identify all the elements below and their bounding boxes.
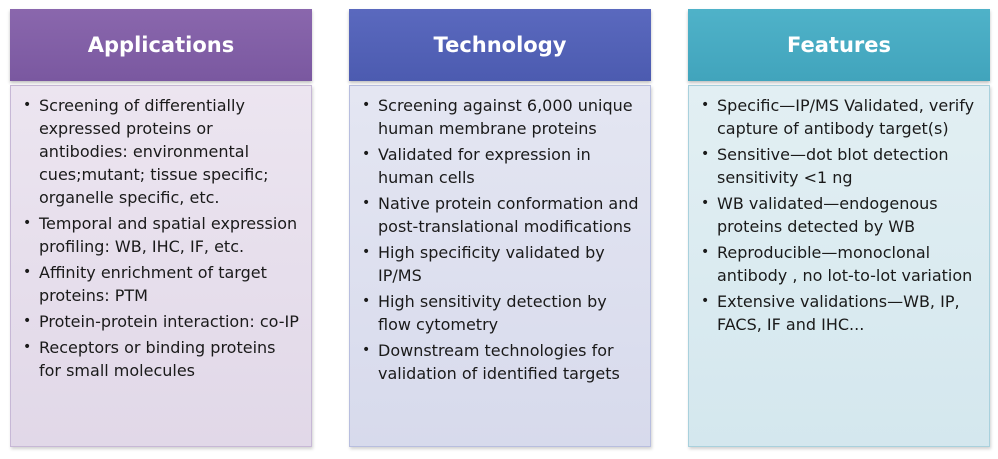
bullet-icon: • <box>362 97 371 113</box>
features-column: Features • Specific—IP/MS Validated, veri… <box>688 9 990 447</box>
bullet-icon: • <box>23 339 32 355</box>
list-item: • Extensive validations—WB, IP, FACS, IF … <box>701 292 960 334</box>
bullet-icon: • <box>701 146 710 162</box>
list-item: • Downstream technologies for validation … <box>362 341 620 383</box>
bullet-icon: • <box>701 293 710 309</box>
list-item: • Native protein conformation and post-tr… <box>362 194 639 236</box>
bullet-icon: • <box>362 293 371 309</box>
list-item: • Validated for expression in human cells <box>362 145 591 187</box>
bullet-icon: • <box>701 97 710 113</box>
bullet-icon: • <box>23 97 32 113</box>
features-title: Features <box>787 33 891 57</box>
bullet-icon: • <box>362 244 371 260</box>
list-item: • Sensitive—dot blot detection sensitivit… <box>701 145 949 187</box>
bullet-icon: • <box>23 313 32 329</box>
bullet-icon: • <box>362 146 371 162</box>
features-list-panel: • Specific—IP/MS Validated, verify captur… <box>688 85 990 447</box>
list-item: • Screening against 6,000 unique human me… <box>362 96 633 138</box>
technology-header: Technology <box>349 9 651 81</box>
bullet-icon: • <box>362 195 371 211</box>
applications-title: Applications <box>87 33 235 57</box>
list-item: • Specific—IP/MS Validated, verify captur… <box>701 96 975 138</box>
list-item: • Screening of differentially expressed p… <box>23 96 269 207</box>
features-header: Features <box>688 9 990 81</box>
bullet-icon: • <box>23 215 32 231</box>
list-item: • Receptors or binding proteins for small… <box>23 338 276 380</box>
technology-title: Technology <box>433 33 567 57</box>
applications-header: Applications <box>10 9 312 81</box>
bullet-icon: • <box>701 244 710 260</box>
list-item: • Protein-protein interaction: co-IP <box>23 312 299 331</box>
list-item: • Reproducible—monoclonal antibody , no l… <box>701 243 973 285</box>
applications-list: • Screening of differentially expressed p… <box>19 94 301 382</box>
technology-list: • Screening against 6,000 unique human me… <box>358 94 640 385</box>
list-item: • High specificity validated by IP/MS <box>362 243 605 285</box>
bullet-icon: • <box>362 342 371 358</box>
bullet-icon: • <box>701 195 710 211</box>
list-item: • High sensitivity detection by flow cyto… <box>362 292 607 334</box>
list-item: • WB validated—endogenous proteins detect… <box>701 194 938 236</box>
bullet-icon: • <box>23 264 32 280</box>
list-item: • Affinity enrichment of target proteins:… <box>23 263 267 305</box>
technology-list-panel: • Screening against 6,000 unique human me… <box>349 85 651 447</box>
applications-list-panel: • Screening of differentially expressed p… <box>10 85 312 447</box>
technology-column: Technology • Screening against 6,000 uniq… <box>349 9 651 447</box>
applications-column: Applications • Screening of differentiall… <box>10 9 312 447</box>
list-item: • Temporal and spatial expression profili… <box>23 214 298 256</box>
features-list: • Specific—IP/MS Validated, verify captur… <box>697 94 979 336</box>
